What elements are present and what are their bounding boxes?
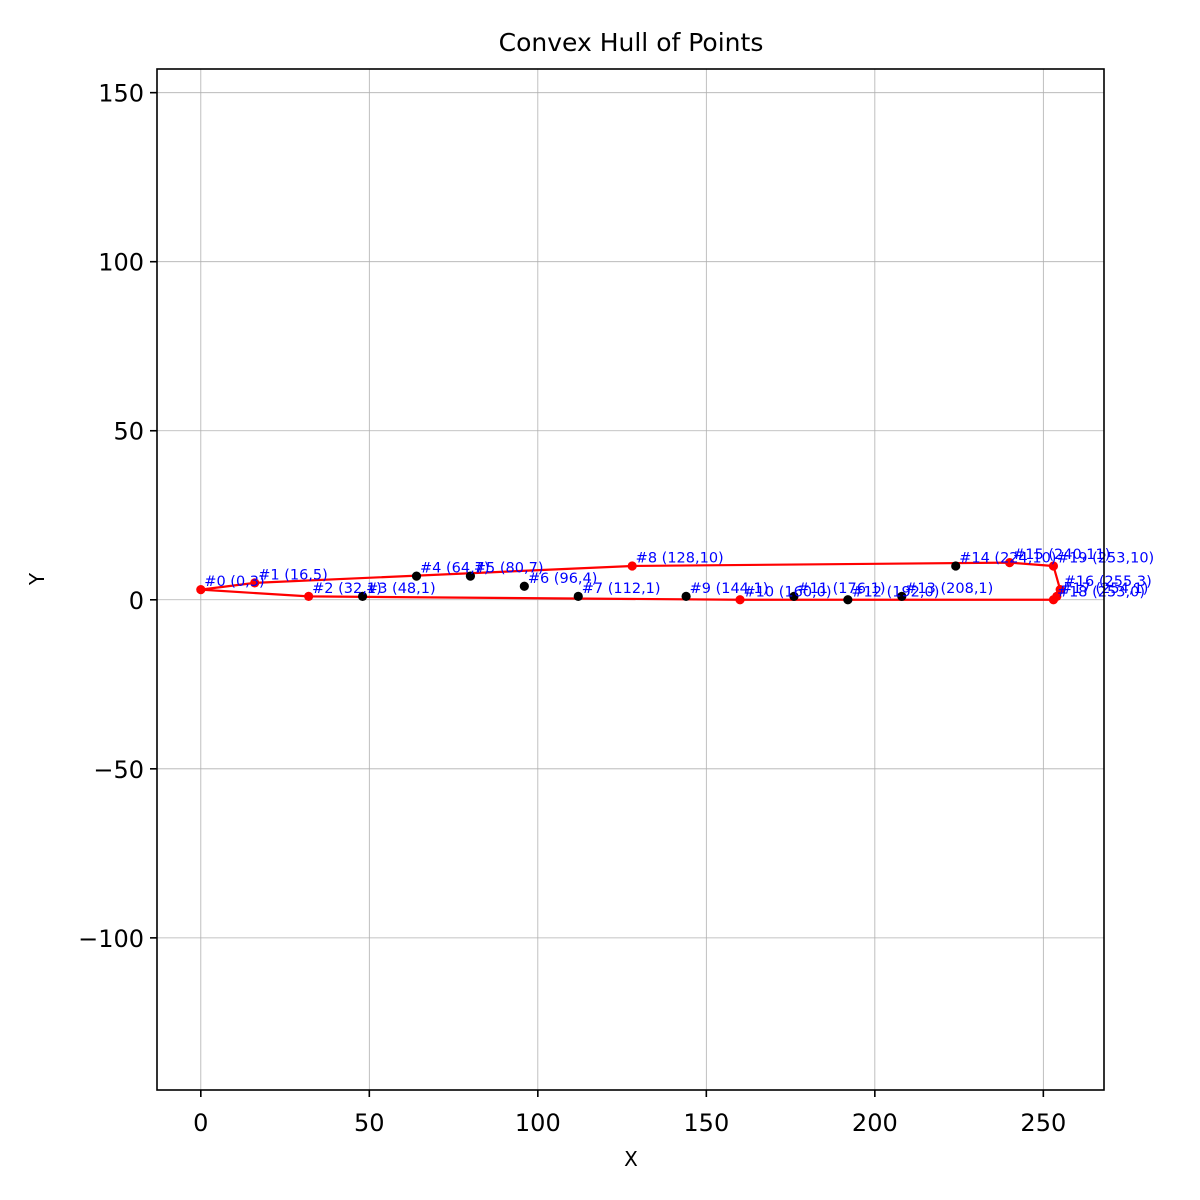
x-tick-label: 200 xyxy=(852,1109,898,1137)
hull-point xyxy=(735,595,745,605)
data-point xyxy=(951,561,961,571)
data-point xyxy=(465,571,476,581)
point-label: #6 (96,4) xyxy=(528,571,598,587)
hull-point xyxy=(250,578,260,588)
x-tick-label: 100 xyxy=(515,1109,561,1137)
data-point xyxy=(897,591,907,602)
point-label: #11 (176,1) xyxy=(797,581,885,597)
hull-point xyxy=(1005,557,1015,568)
point-label: #2 (32,1) xyxy=(312,581,382,597)
point-label: #5 (80,7) xyxy=(474,561,544,577)
point-label: #15 (240,11) xyxy=(1013,547,1110,563)
y-tick-label: 100 xyxy=(98,249,144,277)
point-labels: #0 (0,3)#1 (16,5)#2 (32,1)#3 (48,1) #4 (6… xyxy=(204,547,1154,600)
y-axis-label: Y xyxy=(25,572,49,586)
data-point xyxy=(519,581,529,591)
x-tick-label: 50 xyxy=(354,1109,385,1137)
x-tick-label: 0 xyxy=(193,1109,208,1137)
chart-title: Convex Hull of Points xyxy=(499,28,764,57)
y-tick-label: 50 xyxy=(113,418,144,446)
data-point xyxy=(789,591,799,602)
data-point xyxy=(573,591,583,602)
plot-frame xyxy=(156,68,1105,1091)
point-label: #16 (255,3) xyxy=(1064,574,1152,590)
hull-point xyxy=(627,561,637,571)
point-label: #18 (253,0) xyxy=(1057,584,1145,600)
point-label: #9 (144,1) xyxy=(690,581,769,597)
point-label: #10 (160,0) xyxy=(744,584,832,600)
y-tick-label: 0 xyxy=(129,587,144,615)
point-label: #0 (0,3) xyxy=(204,574,264,590)
point-label: #4 (64,7) xyxy=(420,561,490,577)
point-label: #13 (208,1) xyxy=(905,581,993,597)
data-point xyxy=(681,591,691,602)
data-point xyxy=(843,595,853,605)
data-point xyxy=(411,571,422,581)
point-label: #19 (253,10) xyxy=(1057,550,1154,566)
points-layer xyxy=(196,557,1065,605)
axis-ticks: 0 50 100 150 200 250 −100 −50 0 50 100 150 xyxy=(78,80,1066,1137)
hull-point xyxy=(1048,595,1059,605)
point-label: #14 (224,10) xyxy=(959,550,1056,566)
x-tick-label: 250 xyxy=(1020,1109,1066,1137)
point-label: #12 (192,0) xyxy=(851,584,939,600)
y-tick-label: 150 xyxy=(98,80,144,108)
x-axis-label: X xyxy=(624,1147,638,1171)
hull-point xyxy=(1048,561,1059,571)
hull-point xyxy=(304,591,314,602)
point-label: #8 (128,10) xyxy=(636,550,724,566)
point-label: #3 (48,1) xyxy=(366,581,436,597)
data-point xyxy=(357,591,368,602)
point-label: #7 (112,1) xyxy=(582,581,661,597)
hull-point xyxy=(196,585,206,595)
y-tick-label: −50 xyxy=(93,756,144,784)
y-tick-label: −100 xyxy=(78,925,144,953)
x-tick-label: 150 xyxy=(683,1109,729,1137)
point-label: #1 (16,5) xyxy=(258,567,328,583)
